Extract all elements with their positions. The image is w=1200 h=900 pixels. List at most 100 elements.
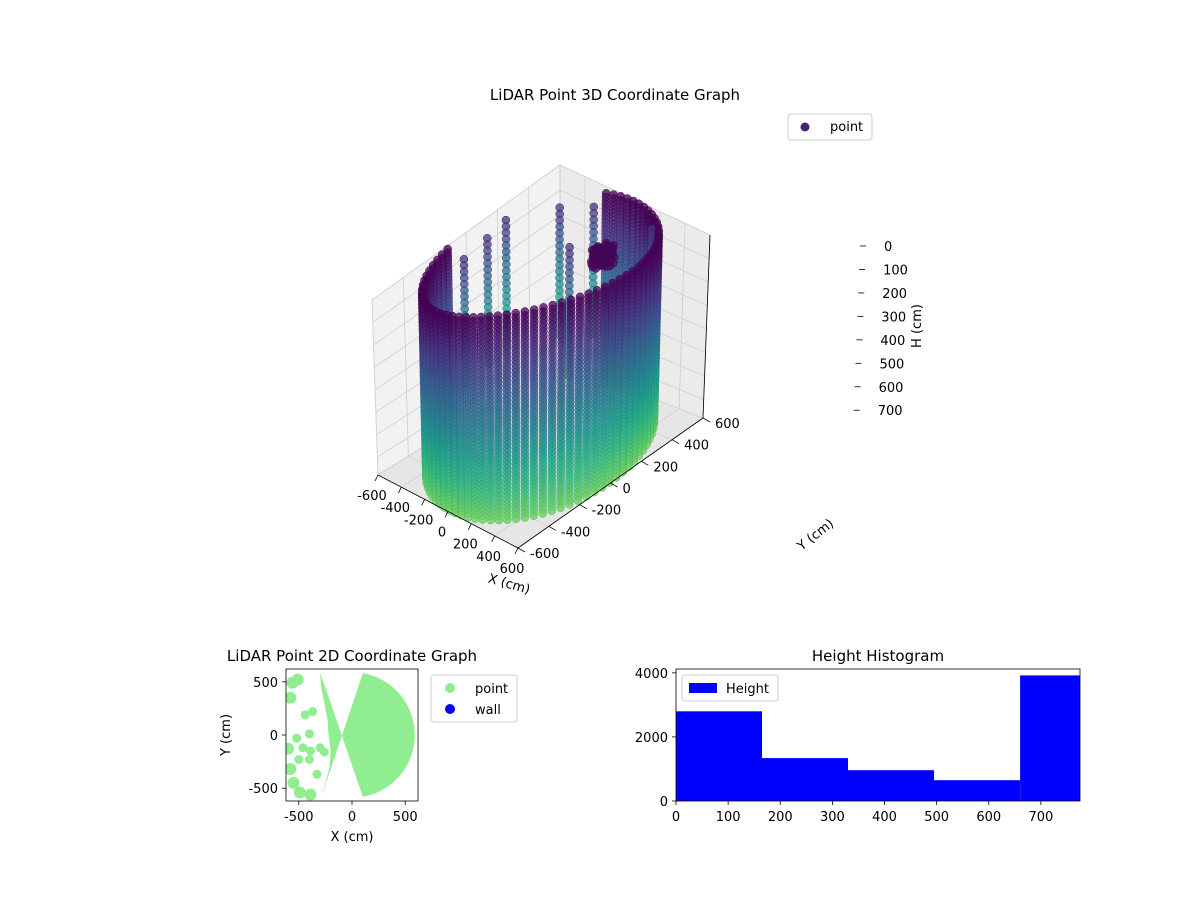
y-tick-label-3d: -200 [592, 504, 622, 519]
axes-frame-histogram [675, 668, 1081, 802]
plot-area-2d [286, 672, 415, 801]
x-tick-label-histogram: 200 [768, 810, 793, 825]
point-3d [494, 515, 504, 525]
point-2d [291, 673, 304, 686]
legend-2d-marker-wall [445, 704, 455, 714]
histogram-bar [934, 780, 1020, 801]
legend-histogram-label: Height [726, 682, 769, 697]
x-tick-label-histogram: 500 [924, 810, 949, 825]
y-tick-label-histogram: 2000 [635, 731, 668, 746]
y-tick-3d [579, 504, 587, 510]
chart-2d-title: LiDAR Point 2D Coordinate Graph [227, 647, 477, 665]
z-axis-line-3d [702, 234, 711, 419]
x-tick-label-histogram: 600 [976, 810, 1001, 825]
point-3d [463, 512, 473, 522]
axes-3d-ticks: -600-400-2000200400600-600-400-200020040… [357, 234, 908, 577]
legend-2d: point wall [430, 674, 518, 723]
point-3d [503, 515, 512, 524]
y-tick-3d [671, 439, 680, 445]
x-tick-3d [444, 511, 449, 518]
y-tick-label-histogram: 0 [660, 795, 668, 810]
gridline-z [371, 164, 711, 301]
histogram-bar [762, 758, 848, 801]
y-tick-3d [548, 525, 557, 531]
y-tick-label-3d: 200 [653, 460, 678, 475]
x-tick-3d [514, 547, 519, 555]
point-2d [306, 746, 315, 756]
chart-3d-title: LiDAR Point 3D Coordinate Graph [490, 86, 740, 104]
point-2d [298, 743, 308, 753]
legend-histogram-frame [681, 674, 779, 702]
point-2d [308, 707, 318, 717]
point-3d [511, 514, 521, 524]
y-tick-label-3d: 600 [715, 417, 740, 432]
y-tick-label-2d: -500 [248, 782, 278, 797]
legend-3d-frame [787, 113, 873, 141]
legend-2d-label-wall: wall [475, 703, 501, 718]
point-2d [304, 788, 317, 801]
x-tick-label-2d: 0 [348, 810, 356, 825]
point-3d [547, 506, 556, 516]
histogram-bars [676, 675, 1080, 801]
y-tick-label-3d: -600 [530, 547, 560, 562]
x-tick-label-3d: 600 [500, 562, 525, 577]
x-tick-3d [397, 486, 402, 494]
x-tick-3d [491, 535, 496, 543]
point-3d [564, 500, 574, 509]
point-2d [286, 691, 297, 704]
legend-histogram: Height [681, 674, 779, 702]
histogram-title: Height Histogram [812, 647, 944, 665]
z-tick-label-3d: 700 [878, 404, 903, 419]
x-tick-3d [421, 499, 426, 506]
x-tick-3d [467, 523, 472, 530]
point-2d [312, 769, 322, 779]
point-2d [319, 747, 329, 757]
y-axis-label-3d: Y (cm) [794, 516, 837, 554]
point-3d [478, 515, 488, 524]
y-tick-3d [517, 547, 526, 553]
point-2d [304, 729, 314, 739]
point-2d [304, 755, 314, 764]
point-2d [292, 733, 302, 743]
z-axis-label-3d: H (cm) [910, 304, 925, 348]
y-tick-3d [641, 460, 649, 466]
point-2d [287, 776, 300, 789]
z-tick-label-3d: 0 [884, 240, 892, 255]
legend-2d-label-point: point [475, 682, 508, 697]
axes-2d-ticks: -500 0 500 -500 0 500 [248, 676, 417, 825]
y-tick-3d [610, 482, 618, 488]
x-tick-label-histogram: 100 [716, 810, 741, 825]
x-tick-label-2d: 500 [393, 810, 418, 825]
point-2d [286, 742, 295, 755]
legend-3d: point [787, 113, 873, 141]
y-tick-label-3d: 400 [684, 439, 709, 454]
point-3d [556, 503, 565, 513]
point-3d [581, 492, 591, 501]
legend-2d-marker-point [445, 683, 455, 693]
point-3d [595, 255, 604, 265]
point-3d [538, 509, 547, 518]
chart-3d: LiDAR Point 3D Coordinate Graph -600-400… [357, 86, 925, 598]
point-3d [529, 511, 538, 520]
x-tick-label-3d: -200 [404, 513, 434, 528]
legend-3d-marker-point [800, 122, 810, 132]
z-tick-label-3d: 300 [881, 310, 906, 325]
x-tick-label-histogram: 300 [820, 810, 845, 825]
x-tick-label-histogram: 700 [1028, 810, 1053, 825]
point-2d [294, 755, 304, 764]
point-region-2d [320, 672, 415, 798]
x-tick-3d [374, 474, 379, 482]
point-cloud-3d [417, 189, 664, 525]
z-tick-label-3d: 600 [879, 381, 904, 396]
y-tick-3d [702, 417, 711, 423]
histogram-bar [1020, 675, 1080, 801]
point-3d [573, 496, 583, 505]
histogram-bar [676, 711, 762, 801]
point-3d [520, 513, 530, 522]
legend-3d-label-point: point [830, 120, 863, 135]
x-tick-label-histogram: 0 [672, 810, 680, 825]
legend-histogram-swatch [689, 683, 717, 693]
point-3d [486, 515, 495, 525]
point-3d [470, 514, 480, 523]
